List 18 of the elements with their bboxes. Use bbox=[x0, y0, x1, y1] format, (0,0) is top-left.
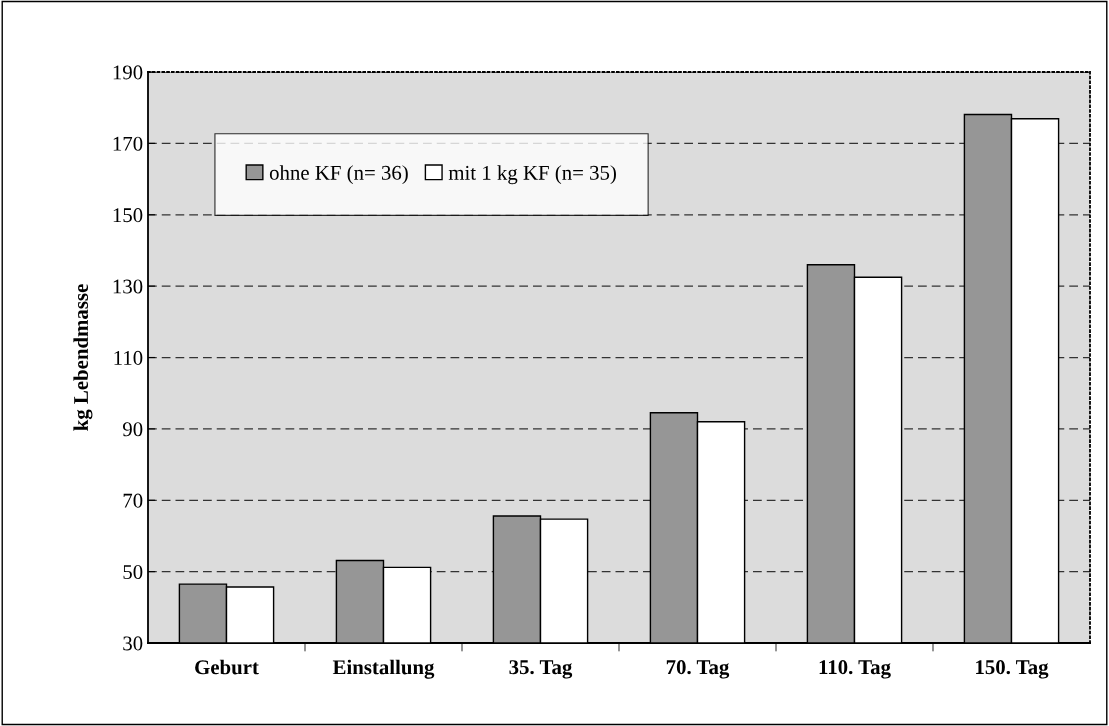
y-tick-label: 150 bbox=[113, 208, 143, 223]
y-tick-label: 30 bbox=[123, 636, 143, 651]
x-tick-label: Einstallung bbox=[332, 659, 435, 679]
x-tick-label: 35. Tag bbox=[509, 660, 573, 679]
y-axis-title: kg Lebendmasse bbox=[73, 284, 93, 431]
x-tick-label: 110. Tag bbox=[819, 660, 891, 679]
y-tick-label: 130 bbox=[113, 279, 143, 294]
y-tick-label: 110 bbox=[114, 350, 143, 365]
y-tick-label: 70 bbox=[123, 493, 143, 508]
legend-label: ohne KF (n= 36) bbox=[269, 165, 408, 185]
x-tick-label: 150. Tag bbox=[976, 660, 1049, 679]
x-tick-label: Geburt bbox=[195, 659, 259, 675]
y-tick-label: 190 bbox=[113, 65, 143, 80]
y-tick-label: 50 bbox=[123, 565, 143, 580]
x-tick-label: 70. Tag bbox=[666, 660, 730, 679]
y-tick-label: 90 bbox=[122, 422, 143, 437]
legend-label: mit 1 kg KF (n= 35) bbox=[448, 165, 616, 185]
y-tick-label: 170 bbox=[113, 136, 143, 151]
